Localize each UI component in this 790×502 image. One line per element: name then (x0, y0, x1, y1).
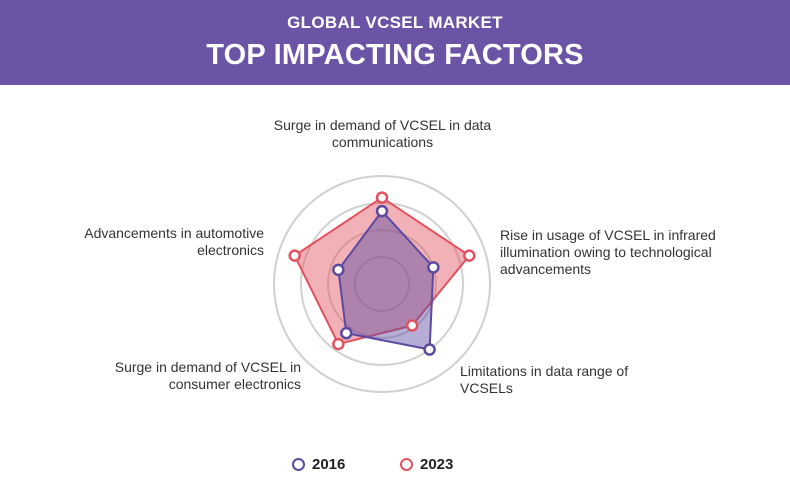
data-point-2016 (423, 343, 436, 356)
legend-label-2016: 2016 (312, 456, 346, 473)
axis-label-data-range-limitations: Limitations in data range of VCSELs (460, 363, 680, 397)
axis-label-infrared-illumination: Rise in usage of VCSEL in infrared illum… (500, 227, 780, 278)
axis-label-line: Rise in usage of VCSEL in infrared (500, 227, 716, 243)
axis-label-line: illumination owing to technological (500, 244, 712, 260)
data-point-2016 (340, 326, 353, 340)
data-point-2023 (375, 191, 389, 204)
legend-marker-2016 (292, 458, 305, 471)
axis-label-line: consumer electronics (168, 376, 301, 392)
legend-item-2023: 2023 (400, 456, 453, 473)
axis-label-line: VCSELs (460, 380, 513, 396)
grid-ring (273, 175, 491, 393)
grid-ring (354, 256, 410, 312)
legend-item-2016: 2016 (292, 456, 345, 473)
legend-label-2023: 2023 (420, 456, 454, 473)
axis-label-automotive-electronics: Advancements in automotive electronics (40, 225, 264, 259)
series-area-2023 (293, 196, 471, 346)
axis-label-line: advancements (500, 261, 592, 277)
header-banner: GLOBAL VCSEL MARKET TOP IMPACTING FACTOR… (0, 0, 790, 85)
data-point-2023 (288, 249, 301, 262)
axis-label-consumer-electronics: Surge in demand of VCSEL in consumer ele… (60, 359, 301, 393)
header-title-line1: GLOBAL VCSEL MARKET (287, 13, 503, 32)
axis-label-line: electronics (197, 242, 264, 258)
data-point-2023 (332, 337, 345, 351)
axis-label-data-communications: Surge in demand of VCSEL in data communi… (250, 117, 515, 151)
legend-marker-2023 (400, 458, 413, 471)
axis-label-line: Advancements in automotive (84, 225, 264, 241)
series-area-2016 (337, 210, 435, 351)
data-point-2016 (427, 261, 440, 274)
axis-label-line: Surge in demand of VCSEL in (114, 359, 301, 375)
grid-ring (327, 229, 437, 339)
data-point-2023 (405, 319, 419, 332)
axis-label-line: Limitations in data range of (460, 363, 629, 379)
axis-label-line: Surge in demand of VCSEL in data (273, 117, 492, 133)
data-point-2016 (375, 204, 389, 218)
header-title-line2: TOP IMPACTING FACTORS (206, 39, 584, 71)
axis-label-line: communications (331, 134, 434, 150)
data-point-2023 (463, 249, 476, 262)
data-point-2016 (332, 263, 345, 277)
